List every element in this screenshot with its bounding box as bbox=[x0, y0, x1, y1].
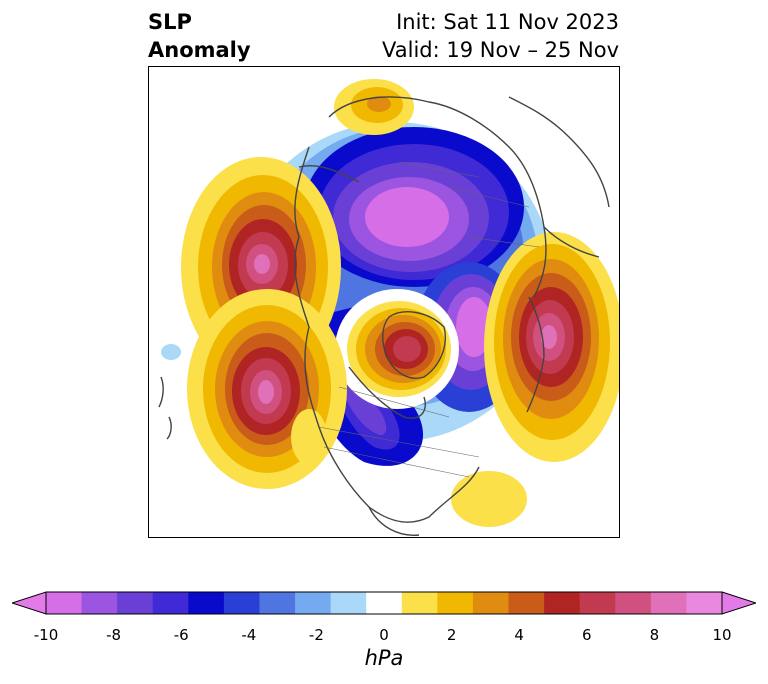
colorbar-tick-label: -6 bbox=[173, 626, 189, 644]
colorbar-tick-label: -8 bbox=[106, 626, 122, 644]
colorbar-segment bbox=[330, 592, 367, 614]
colorbar-tick-label: 2 bbox=[446, 626, 457, 644]
colorbar-segment bbox=[81, 592, 118, 614]
colorbar-segment bbox=[366, 592, 403, 614]
valid-range: Valid: 19 Nov – 25 Nov bbox=[382, 38, 619, 62]
colorbar-over-arrow bbox=[721, 591, 756, 615]
colorbar-tick-label: 0 bbox=[379, 626, 389, 644]
colorbar-segment bbox=[152, 592, 189, 614]
init-date: Init: Sat 11 Nov 2023 bbox=[396, 10, 619, 34]
colorbar-segment bbox=[615, 592, 652, 614]
coastlines bbox=[158, 96, 610, 536]
colorbar-segment bbox=[544, 592, 581, 614]
colorbar-segment bbox=[508, 592, 545, 614]
greenland-high bbox=[347, 301, 451, 397]
slp-anomaly-map bbox=[158, 79, 619, 536]
colorbar-segment bbox=[579, 592, 616, 614]
coastal-high bbox=[291, 409, 327, 465]
colorbar-tick-label: 8 bbox=[649, 626, 660, 644]
colorbar-tick-label: 4 bbox=[514, 626, 524, 644]
colorbar-border bbox=[45, 591, 723, 615]
colorbar-segment bbox=[472, 592, 510, 614]
title-line-1: SLP bbox=[148, 10, 192, 34]
colorbar-segment bbox=[650, 592, 687, 614]
colorbar bbox=[12, 591, 756, 615]
colorbar-tick-label: -10 bbox=[33, 626, 59, 644]
map-panel bbox=[148, 66, 620, 538]
colorbar-segment bbox=[223, 592, 260, 614]
colorbar-segment bbox=[401, 592, 438, 614]
colorbar-segment bbox=[259, 592, 296, 614]
colorbar-segment bbox=[188, 592, 225, 614]
date-info: Init: Sat 11 Nov 2023 Valid: 19 Nov – 25… bbox=[382, 8, 619, 64]
colorbar-unit: hPa bbox=[364, 646, 404, 670]
colorbar-tick-label: 10 bbox=[712, 626, 732, 644]
colorbar-segment bbox=[437, 592, 474, 614]
colorbar-segment bbox=[686, 592, 723, 614]
top-high bbox=[334, 79, 414, 135]
atlantic-high bbox=[484, 232, 619, 462]
colorbar-tick-label: -4 bbox=[241, 626, 257, 644]
colorbar-tick-label: 6 bbox=[582, 626, 592, 644]
political-borders bbox=[318, 161, 540, 478]
weak-low-patch bbox=[161, 344, 181, 360]
colorbar-segment bbox=[117, 592, 154, 614]
colorbar-segment bbox=[295, 592, 332, 614]
colorbar-segment bbox=[46, 592, 83, 614]
pacific-high-south bbox=[187, 289, 347, 489]
subtropical-high bbox=[451, 471, 527, 527]
chart-title: SLP Anomaly bbox=[148, 8, 251, 64]
title-line-2: Anomaly bbox=[148, 38, 251, 62]
colorbar-tick-label: -2 bbox=[308, 626, 324, 644]
colorbar-under-arrow bbox=[12, 591, 47, 615]
